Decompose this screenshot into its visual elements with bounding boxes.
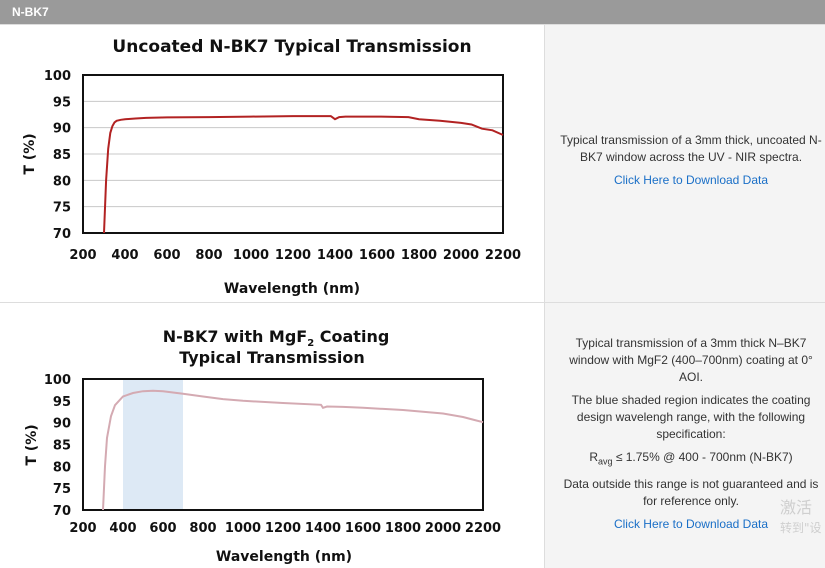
watermark-line2: 转到"设 [780,521,822,535]
x-tick-label: 200 [69,521,96,536]
coated-transmission-chart: N-BK7 with MgF2 Coating Typical Transmis… [24,327,501,565]
x-tick-label: 400 [109,521,136,536]
y-ticks: 100 95 90 85 80 75 70 [44,373,71,519]
x-tick-label: 200 [69,248,96,263]
x-tick-label: 1600 [359,248,395,263]
y-tick-label: 75 [53,482,71,497]
y-tick-label: 95 [53,95,71,110]
x-tick-label: 2000 [443,248,479,263]
y-tick-label: 100 [44,69,71,84]
x-tick-label: 1600 [345,521,381,536]
coated-row [0,302,825,568]
y-tick-label: 85 [53,148,71,163]
y-tick-label: 100 [44,373,71,388]
section-title: N-BK7 [12,5,49,19]
y-axis-label: T (%) [22,133,38,174]
title-subscript: 2 [307,338,314,349]
plot-frame [82,378,484,511]
y-tick-label: 70 [53,504,71,519]
section-header: N-BK7 [0,0,825,24]
y-tick-label: 85 [53,439,71,454]
coated-description: Typical transmission of a 3mm thick N–BK… [556,335,825,533]
y-tick-label: 70 [53,227,71,242]
x-tick-label: 1800 [401,248,437,263]
description-text: Typical transmission of a 3mm thick N–BK… [569,336,813,384]
coated-description-cell [544,303,825,568]
x-tick-label: 2200 [485,248,521,263]
x-tick-label: 800 [189,521,216,536]
activation-watermark: 激活 [780,494,812,518]
coating-range-note: The blue shaded region indicates the coa… [571,393,811,441]
x-tick-label: 1000 [225,521,261,536]
y-tick-label: 80 [53,460,71,475]
transmission-line [102,389,484,511]
uncoated-description: Typical transmission of a 3mm thick, unc… [556,132,825,189]
coating-range-shade [123,379,183,510]
x-axis-label: Wavelength (nm) [216,549,352,565]
y-tick-label: 90 [53,417,71,432]
title-part-end: Coating [314,327,389,346]
uncoated-row [0,24,825,302]
description-text: Typical transmission of a 3mm thick, unc… [560,133,822,164]
x-tick-label: 600 [153,248,180,263]
y-axis-label: T (%) [24,424,40,465]
transmission-line [103,115,504,234]
x-tick-label: 1400 [305,521,341,536]
x-axis-label: Wavelength (nm) [224,281,360,297]
y-tick-label: 90 [53,122,71,137]
spec-symbol: R [589,450,598,464]
x-tick-label: 1200 [265,521,301,536]
download-data-link[interactable]: Click Here to Download Data [613,173,769,187]
disclaimer: Data outside this range is not guarantee… [563,477,819,509]
x-tick-label: 800 [195,248,222,263]
uncoated-transmission-chart: Uncoated N-BK7 Typical Transmission 100 9… [22,37,521,297]
y-tick-label: 80 [53,174,71,189]
plot-frame [82,74,504,234]
x-tick-label: 400 [111,248,138,263]
x-tick-label: 1800 [385,521,421,536]
chart-title: Uncoated N-BK7 Typical Transmission [112,37,471,57]
y-ticks: 100 95 90 85 80 75 70 [44,69,71,242]
x-ticks: 200 400 600 800 1000 1200 1400 1600 1800 2000 2200 [69,248,521,263]
chart-title: N-BK7 with MgF2 Coating [163,327,390,349]
x-tick-label: 2000 [425,521,461,536]
activation-watermark-line2: 转到"设 [780,519,822,536]
y-tick-label: 95 [53,395,71,410]
spec-subscript: avg [597,456,613,467]
chart-title-line2: Typical Transmission [179,348,365,367]
download-data-link[interactable]: Click Here to Download Data [613,517,769,532]
x-tick-label: 1000 [233,248,269,263]
title-part: N-BK7 with MgF [163,327,308,346]
x-ticks: 200 400 600 800 1000 1200 1400 1600 1800 2000 2200 [69,521,501,536]
x-tick-label: 1200 [275,248,311,263]
watermark-line1: 激活 [780,498,813,517]
x-tick-label: 600 [149,521,176,536]
coating-spec: Ravg ≤ 1.75% @ 400 - 700nm (N-BK7) [556,449,825,470]
spec-value: ≤ 1.75% @ 400 - 700nm (N-BK7) [612,450,793,464]
x-tick-label: 1400 [317,248,353,263]
x-tick-label: 2200 [465,521,501,536]
y-tick-label: 75 [53,201,71,216]
uncoated-description-cell [544,25,825,302]
grid [83,74,503,234]
